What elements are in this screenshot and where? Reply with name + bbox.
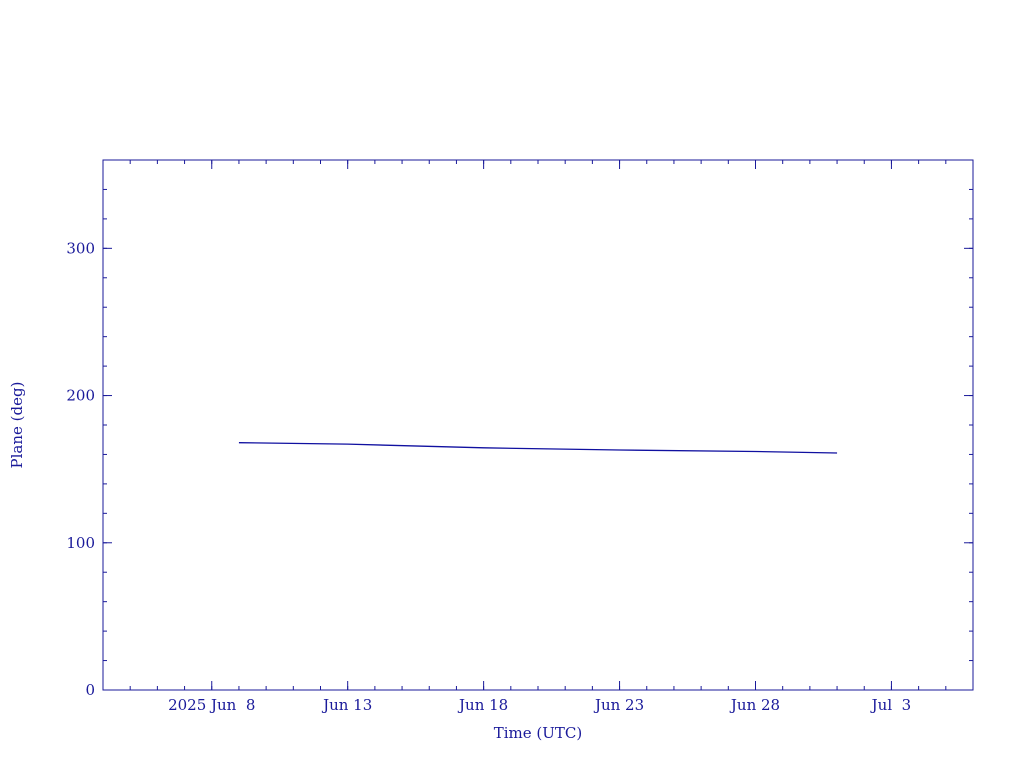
x-axis-label: Time (UTC) xyxy=(494,724,583,742)
x-tick-label: Jul 3 xyxy=(870,696,912,714)
x-tick-label: Jun 18 xyxy=(457,696,508,714)
y-tick-label: 0 xyxy=(85,681,95,699)
x-tick-label: Jun 13 xyxy=(321,696,372,714)
x-tick-label: 2025 Jun 8 xyxy=(168,696,255,714)
y-axis-label: Plane (deg) xyxy=(8,382,26,469)
y-tick-label: 100 xyxy=(66,534,95,552)
x-tick-label: Jun 28 xyxy=(729,696,780,714)
y-tick-label: 200 xyxy=(66,387,95,405)
data-line xyxy=(238,442,838,454)
y-tick-label: 300 xyxy=(66,239,95,257)
plot-frame xyxy=(102,159,974,691)
x-tick-label: Jun 23 xyxy=(593,696,644,714)
